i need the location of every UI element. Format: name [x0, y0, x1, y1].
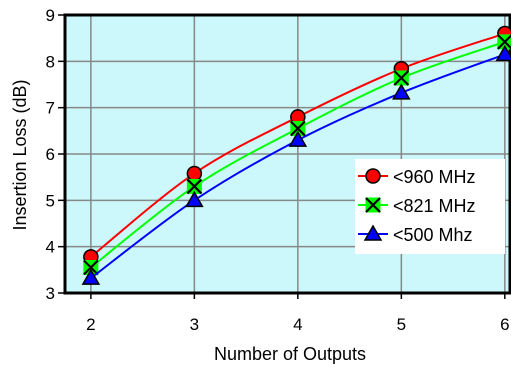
- series-group: [81, 25, 511, 285]
- legend-label: <500 Mhz: [393, 225, 473, 245]
- legend-entry-2: <821 MHz: [358, 196, 476, 216]
- legend-label: <821 MHz: [393, 196, 476, 216]
- data-point: [497, 34, 511, 50]
- x-axis-title: Number of Outputs: [214, 344, 366, 364]
- x-tick-label: 5: [397, 315, 406, 334]
- legend-entry-1: <960 MHz: [358, 167, 476, 187]
- marker-cross: [497, 34, 511, 50]
- legend-marker: [365, 197, 381, 213]
- y-tick-label: 4: [46, 238, 55, 257]
- y-tick-label: 6: [46, 145, 55, 164]
- data-point: [83, 259, 99, 276]
- y-axis-title: Insertion Loss (dB): [10, 79, 30, 230]
- data-point: [392, 83, 411, 100]
- x-tick-label: 3: [190, 315, 199, 334]
- data-point: [81, 268, 101, 285]
- y-tick-label: 7: [46, 99, 55, 118]
- marker-cross: [393, 70, 410, 86]
- x-tick-label: 2: [86, 315, 95, 334]
- y-tick-label: 3: [46, 284, 55, 303]
- marker-cross: [365, 197, 381, 213]
- axis-ticks: 2 3 4 5 6 3 4 5 6 7 8 9: [46, 6, 510, 334]
- data-point: [288, 130, 308, 147]
- data-point: [185, 190, 204, 208]
- y-tick-label: 8: [46, 52, 55, 71]
- marker-cross: [83, 259, 99, 276]
- marker-cross: [290, 120, 306, 137]
- legend-entry-3: <500 Mhz: [358, 224, 473, 245]
- marker-cross: [186, 178, 203, 195]
- y-tick-label: 9: [46, 6, 55, 25]
- legend-label: <960 MHz: [393, 167, 476, 187]
- y-tick-label: 5: [46, 191, 55, 210]
- series-3: [81, 44, 511, 285]
- legend-marker: [365, 168, 381, 184]
- legend-marker: [363, 224, 383, 241]
- x-tick-label: 4: [293, 315, 302, 334]
- x-tick-label: 6: [500, 315, 509, 334]
- series-2: [83, 34, 511, 276]
- legend: <960 MHz <821 MHz <500 Mhz: [355, 159, 505, 254]
- data-point: [186, 178, 203, 195]
- data-point: [186, 165, 203, 182]
- data-point: [495, 44, 511, 62]
- data-point: [393, 70, 410, 86]
